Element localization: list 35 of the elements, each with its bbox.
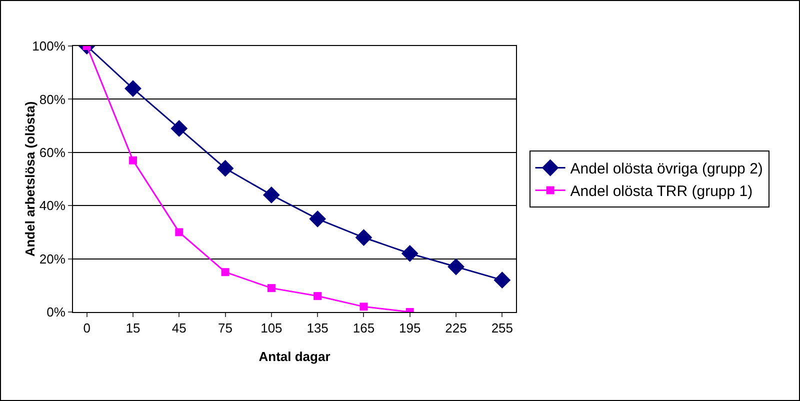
point bbox=[170, 120, 188, 137]
point bbox=[216, 160, 234, 177]
point bbox=[267, 284, 276, 292]
point bbox=[262, 186, 280, 204]
x-tick-label: 0 bbox=[83, 320, 90, 336]
x-tick-label: 225 bbox=[445, 320, 467, 336]
point bbox=[314, 292, 322, 300]
y-tick-label: 60% bbox=[39, 144, 66, 160]
x-axis-title: Antal dagar bbox=[258, 349, 330, 364]
x-tick-label: 105 bbox=[260, 320, 282, 336]
x-tick-label: 15 bbox=[126, 320, 140, 336]
y-tick-label: 80% bbox=[39, 92, 66, 107]
point bbox=[175, 228, 184, 236]
y-tick-label: 40% bbox=[39, 198, 66, 214]
y-tick-label: 0% bbox=[46, 304, 66, 320]
point bbox=[448, 258, 464, 276]
point bbox=[355, 229, 372, 246]
x-tick-label: 45 bbox=[172, 320, 186, 336]
point bbox=[124, 80, 142, 98]
legend-label: Andel olösta TRR (grupp 1) bbox=[570, 183, 753, 200]
y-axis-title: Andel arbetslösa (olösta) bbox=[22, 101, 38, 257]
point bbox=[128, 156, 137, 164]
y-tick-label: 100% bbox=[32, 38, 66, 54]
point bbox=[309, 210, 326, 228]
y-tick-label: 20% bbox=[39, 251, 66, 266]
point bbox=[494, 272, 511, 289]
x-tick-label: 135 bbox=[306, 320, 328, 336]
point bbox=[221, 268, 230, 276]
legend-label: Andel olösta övriga (grupp 2) bbox=[570, 160, 763, 178]
x-tick-label: 165 bbox=[352, 320, 375, 336]
point bbox=[360, 302, 368, 311]
x-tick-label: 255 bbox=[491, 320, 514, 336]
x-tick-label: 195 bbox=[399, 320, 421, 336]
point bbox=[401, 245, 418, 262]
x-tick-label: 75 bbox=[218, 320, 233, 336]
